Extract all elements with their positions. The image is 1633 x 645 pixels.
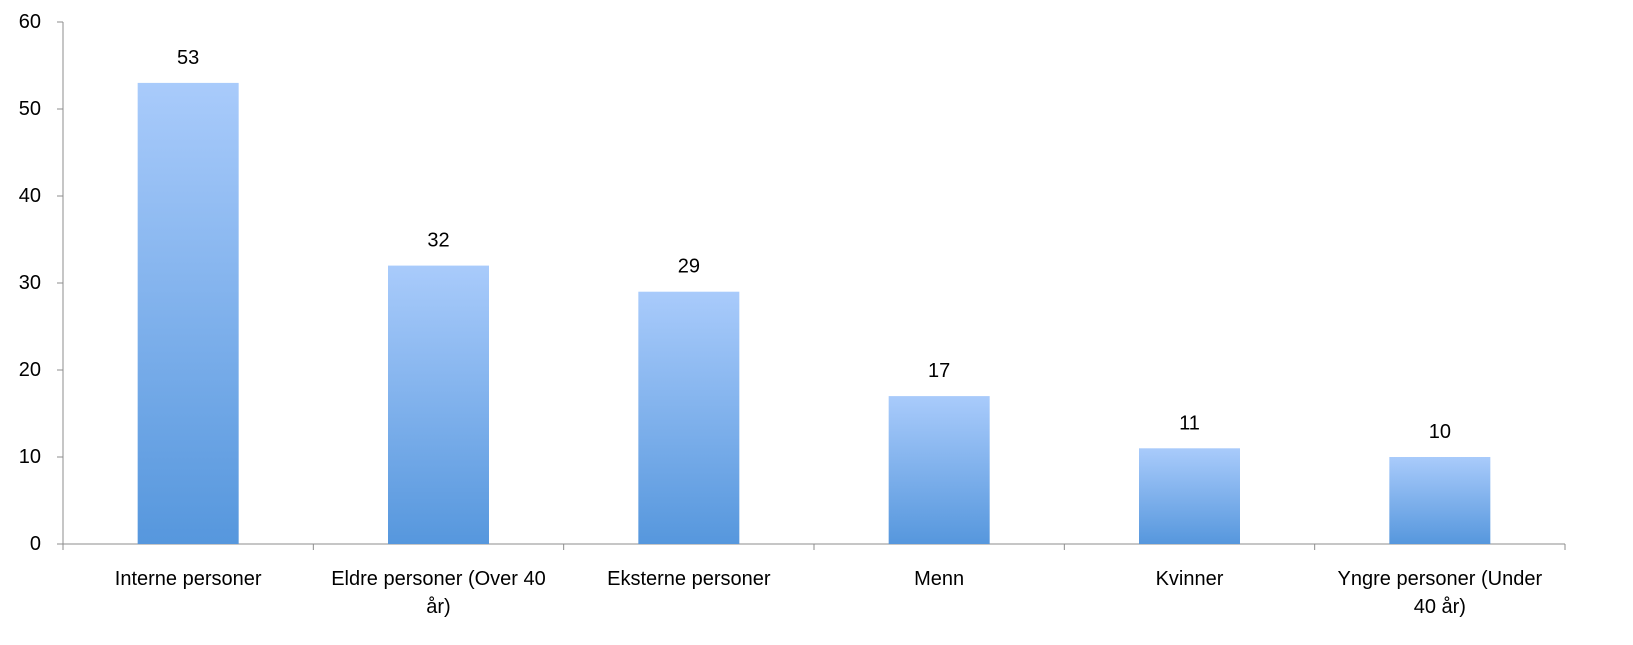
data-labels: 53 32 29 17 11 10 [177, 47, 1451, 443]
data-label: 17 [928, 360, 950, 382]
y-tick-label: 40 [19, 185, 41, 207]
category-label: Menn [914, 568, 964, 590]
category-label: Eksterne personer [607, 568, 771, 590]
bar [388, 265, 489, 544]
data-label: 10 [1429, 421, 1451, 443]
bar [638, 291, 740, 544]
bars [137, 82, 1491, 545]
data-label: 53 [177, 47, 199, 69]
y-tick-label: 30 [19, 272, 41, 294]
bar [888, 396, 990, 544]
data-label: 29 [678, 256, 700, 278]
y-tick-label: 10 [19, 446, 41, 468]
category-label: Interne personer [115, 568, 262, 590]
data-label: 32 [427, 230, 449, 252]
category-label: Kvinner [1156, 568, 1224, 590]
y-tick-label: 20 [19, 359, 41, 381]
data-label: 11 [1179, 412, 1200, 434]
bar [137, 82, 239, 545]
category-labels: Interne personer Eldre personer (Over 40 å… [115, 568, 1543, 618]
y-tick-label: 60 [19, 11, 41, 33]
category-label: Yngre personer (Under 40 år) [1338, 568, 1543, 618]
y-tick-label: 0 [30, 533, 41, 555]
category-label: Eldre personer (Over 40 år) [331, 568, 546, 618]
y-tick-label: 50 [19, 98, 41, 120]
bar [1139, 448, 1240, 544]
bar [1389, 457, 1491, 544]
x-axis [62, 543, 1566, 550]
y-axis: 0 10 20 30 40 50 60 [19, 11, 64, 555]
